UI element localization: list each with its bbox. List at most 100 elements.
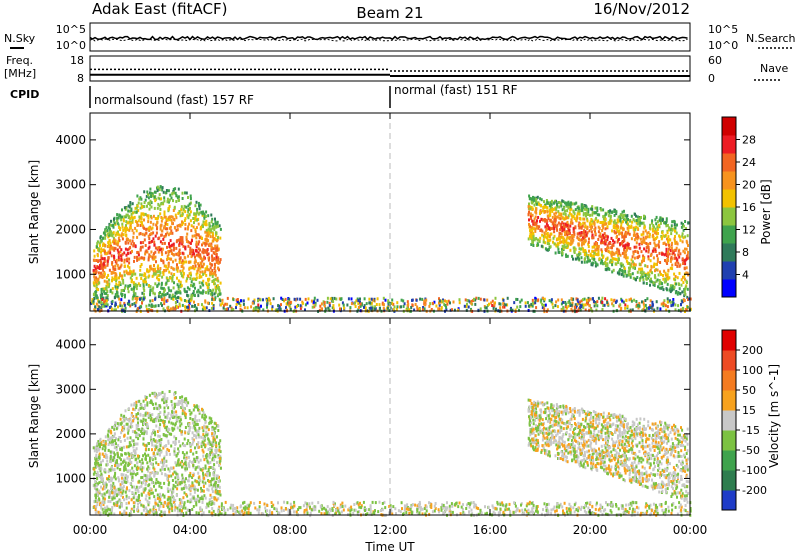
echo-cell [144, 497, 147, 501]
echo-cell [159, 411, 162, 415]
echo-cell [574, 208, 577, 212]
echo-cell [135, 498, 138, 502]
echo-cell [686, 295, 689, 299]
echo-cell [652, 233, 654, 237]
echo-cell [183, 408, 185, 412]
echo-cell [147, 220, 150, 224]
echo-cell [140, 214, 143, 218]
echo-cell [108, 427, 111, 431]
echo-cell [173, 410, 175, 414]
echo-cell [567, 216, 570, 220]
echo-cell [162, 446, 165, 450]
echo-cell [262, 308, 265, 312]
echo-cell [650, 265, 653, 269]
echo-cell [175, 463, 178, 467]
echo-cell [201, 243, 203, 247]
echo-cell [213, 497, 216, 501]
echo-cell [116, 466, 119, 470]
echo-cell [176, 426, 179, 430]
echo-cell [153, 243, 156, 247]
echo-cell [514, 308, 517, 312]
echo-cell [216, 244, 219, 248]
echo-cell [132, 419, 135, 423]
echo-cell [96, 242, 99, 246]
echo-cell [121, 293, 124, 296]
echo-cell [181, 475, 184, 479]
echo-cell [671, 252, 674, 256]
echo-cell [621, 231, 624, 235]
echo-cell [212, 278, 215, 282]
echo-cell [177, 266, 179, 270]
echo-cell [649, 299, 652, 303]
echo-cell [120, 263, 123, 267]
echo-cell [529, 224, 532, 228]
echo-cell [115, 261, 118, 265]
echo-cell [465, 308, 468, 312]
echo-cell [131, 249, 133, 253]
echo-cell [139, 273, 142, 277]
echo-cell [179, 296, 182, 300]
echo-cell [144, 198, 147, 202]
echo-cell [154, 433, 157, 437]
echo-cell [100, 263, 103, 267]
echo-cell [620, 306, 623, 310]
echo-cell [569, 205, 572, 209]
echo-cell [681, 307, 684, 311]
echo-cell [563, 206, 566, 210]
echo-cell [430, 308, 433, 311]
echo-cell [554, 251, 557, 255]
echo-cell [608, 219, 611, 223]
echo-cell [678, 255, 681, 259]
echo-cell [535, 211, 538, 215]
echo-cell [112, 265, 115, 269]
echo-cell [651, 304, 654, 308]
echo-cell [139, 268, 142, 272]
echo-cell [616, 240, 619, 244]
echo-cell [629, 247, 632, 251]
echo-cell [202, 283, 205, 287]
echo-cell [149, 414, 152, 418]
power-colorbar-tick: 12 [742, 224, 756, 237]
echo-cell [623, 252, 626, 255]
echo-cell [97, 308, 99, 311]
echo-cell [643, 241, 646, 245]
echo-cell [204, 270, 207, 273]
echo-cell [597, 230, 600, 234]
echo-cell [162, 201, 164, 205]
echo-cell [179, 285, 182, 289]
echo-cell [113, 425, 116, 429]
echo-cell [627, 242, 630, 246]
echo-cell [335, 297, 338, 301]
echo-cell [123, 289, 125, 292]
echo-cell [118, 245, 121, 249]
noise-search-label: N.Search [746, 32, 796, 45]
echo-cell [107, 235, 110, 239]
echo-cell [197, 262, 200, 266]
echo-cell [174, 439, 177, 443]
echo-cell [190, 280, 193, 284]
echo-cell [467, 305, 470, 309]
echo-cell [649, 306, 652, 310]
echo-cell [590, 263, 593, 267]
echo-cell [195, 430, 198, 434]
echo-cell [215, 248, 218, 252]
echo-cell [148, 237, 151, 241]
echo-cell [678, 234, 681, 238]
echo-cell [181, 191, 184, 195]
echo-cell [670, 286, 673, 290]
echo-cell [277, 304, 280, 308]
echo-cell [560, 302, 563, 306]
echo-cell [126, 302, 129, 306]
echo-cell [159, 441, 162, 445]
echo-cell [573, 202, 576, 206]
echo-cell [192, 225, 195, 229]
echo-cell [181, 242, 184, 246]
echo-cell [660, 286, 663, 290]
echo-cell [94, 294, 97, 298]
echo-cell [164, 264, 167, 268]
echo-cell [163, 224, 166, 228]
echo-cell [671, 263, 674, 267]
echo-cell [596, 220, 599, 224]
echo-cell [640, 216, 642, 219]
echo-cell [166, 227, 169, 231]
